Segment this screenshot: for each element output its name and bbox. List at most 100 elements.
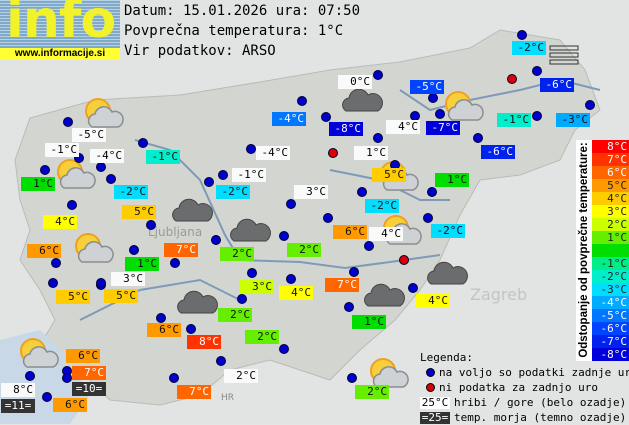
station-dot[interactable] (408, 283, 418, 293)
station-temperature: -4°C (256, 146, 290, 160)
overcast-icon (425, 258, 469, 292)
partly-cloudy-icon (70, 230, 114, 270)
station-dot[interactable] (286, 199, 296, 209)
station-dot[interactable] (204, 177, 214, 187)
partly-cloudy-icon (440, 88, 484, 128)
station-dot[interactable] (532, 66, 542, 76)
station-temperature: 2°C (355, 385, 389, 399)
station-dot[interactable] (42, 392, 52, 402)
station-dot[interactable] (321, 112, 331, 122)
station-dot[interactable] (297, 96, 307, 106)
station-temperature: -2°C (216, 185, 250, 199)
station-temperature: -2°C (431, 224, 465, 238)
scale-row: 2°C (592, 218, 629, 231)
legend-row-missing: ni podatka za zadnjo uro (420, 380, 629, 395)
station-dot[interactable] (237, 294, 247, 304)
overcast-icon (175, 287, 219, 321)
overcast-icon (340, 85, 384, 119)
station-dot[interactable] (532, 111, 542, 121)
legend: Legenda: na voljo so podatki zadnje ure … (420, 350, 629, 425)
partly-cloudy-icon (52, 156, 96, 196)
station-dot[interactable] (67, 200, 77, 210)
station-dot[interactable] (96, 278, 106, 288)
legend-title: Legenda: (420, 351, 473, 364)
station-dot[interactable] (427, 187, 437, 197)
station-dot[interactable] (279, 231, 289, 241)
station-dot[interactable] (156, 313, 166, 323)
station-dot[interactable] (51, 258, 61, 268)
station-dot[interactable] (517, 30, 527, 40)
station-temperature: -2°C (512, 41, 546, 55)
scale-row: 5°C (592, 179, 629, 192)
station-dot[interactable] (344, 302, 354, 312)
station-temperature: 6°C (66, 349, 100, 363)
legend-row-mountain: 25°C hribi / gore (belo ozadje) (420, 395, 629, 410)
station-dot[interactable] (218, 170, 228, 180)
station-dot[interactable] (211, 235, 221, 245)
deviation-scale: Odstopanje od povprečne temperature: 8°C… (576, 140, 629, 361)
date-line: Datum: 15.01.2026 ura: 07:50 (124, 3, 361, 19)
scale-row: 6°C (592, 166, 629, 179)
legend-mountain-sample: 25°C (420, 395, 450, 409)
station-dot[interactable] (96, 162, 106, 172)
legend-sea-sample: =25= (420, 410, 450, 424)
station-temperature: -3°C (556, 113, 590, 127)
station-dot[interactable] (63, 117, 73, 127)
station-dot[interactable] (186, 324, 196, 334)
map-label-zagreb: Zagreb (470, 285, 527, 304)
station-dot[interactable] (48, 278, 58, 288)
scale-row: 4°C (592, 192, 629, 205)
station-dot[interactable] (347, 373, 357, 383)
station-dot[interactable] (357, 187, 367, 197)
station-temperature: 1°C (125, 257, 159, 271)
station-temperature: 4°C (386, 120, 420, 134)
station-dot[interactable] (170, 258, 180, 268)
station-dot[interactable] (279, 344, 289, 354)
station-dot[interactable] (106, 174, 116, 184)
station-dot[interactable] (373, 133, 383, 143)
station-temperature: 6°C (147, 323, 181, 337)
station-dot[interactable] (62, 373, 72, 383)
station-dot[interactable] (216, 356, 226, 366)
station-temperature: 6°C (27, 244, 61, 258)
scale-row: 8°C (592, 140, 629, 153)
station-missing-dot[interactable] (399, 255, 409, 265)
station-dot[interactable] (373, 70, 383, 80)
station-temperature: 5°C (56, 290, 90, 304)
station-temperature: 2°C (218, 308, 252, 322)
station-dot[interactable] (246, 144, 256, 154)
station-missing-dot[interactable] (328, 148, 338, 158)
station-temperature: 5°C (372, 168, 406, 182)
station-dot[interactable] (25, 371, 35, 381)
station-temperature: 7°C (325, 278, 359, 292)
station-dot[interactable] (247, 268, 257, 278)
station-dot[interactable] (323, 213, 333, 223)
station-dot[interactable] (349, 267, 359, 277)
station-temperature: -4°C (272, 112, 306, 126)
station-dot[interactable] (138, 138, 148, 148)
station-dot[interactable] (40, 165, 50, 175)
station-dot[interactable] (428, 93, 438, 103)
station-dot[interactable] (286, 274, 296, 284)
scale-row: -8°C (592, 348, 629, 361)
station-dot[interactable] (423, 213, 433, 223)
station-dot[interactable] (169, 373, 179, 383)
station-temperature: =10= (72, 382, 106, 396)
station-temperature: 2°C (224, 369, 258, 383)
station-temperature: 3°C (294, 185, 328, 199)
station-temperature: 3°C (111, 272, 145, 286)
station-dot[interactable] (435, 109, 445, 119)
site-logo[interactable]: info www.informacije.si (0, 0, 120, 60)
station-dot[interactable] (364, 241, 374, 251)
scale-title: Odstopanje od povprečne temperature: (577, 142, 590, 358)
station-dot[interactable] (74, 153, 84, 163)
scale-row: 3°C (592, 205, 629, 218)
station-missing-dot[interactable] (507, 74, 517, 84)
station-dot[interactable] (585, 100, 595, 110)
station-temperature: 1°C (354, 146, 388, 160)
station-temperature: 4°C (369, 227, 403, 241)
station-dot[interactable] (473, 133, 483, 143)
station-dot[interactable] (129, 245, 139, 255)
station-dot[interactable] (146, 220, 156, 230)
logo-url[interactable]: www.informacije.si (0, 48, 120, 60)
